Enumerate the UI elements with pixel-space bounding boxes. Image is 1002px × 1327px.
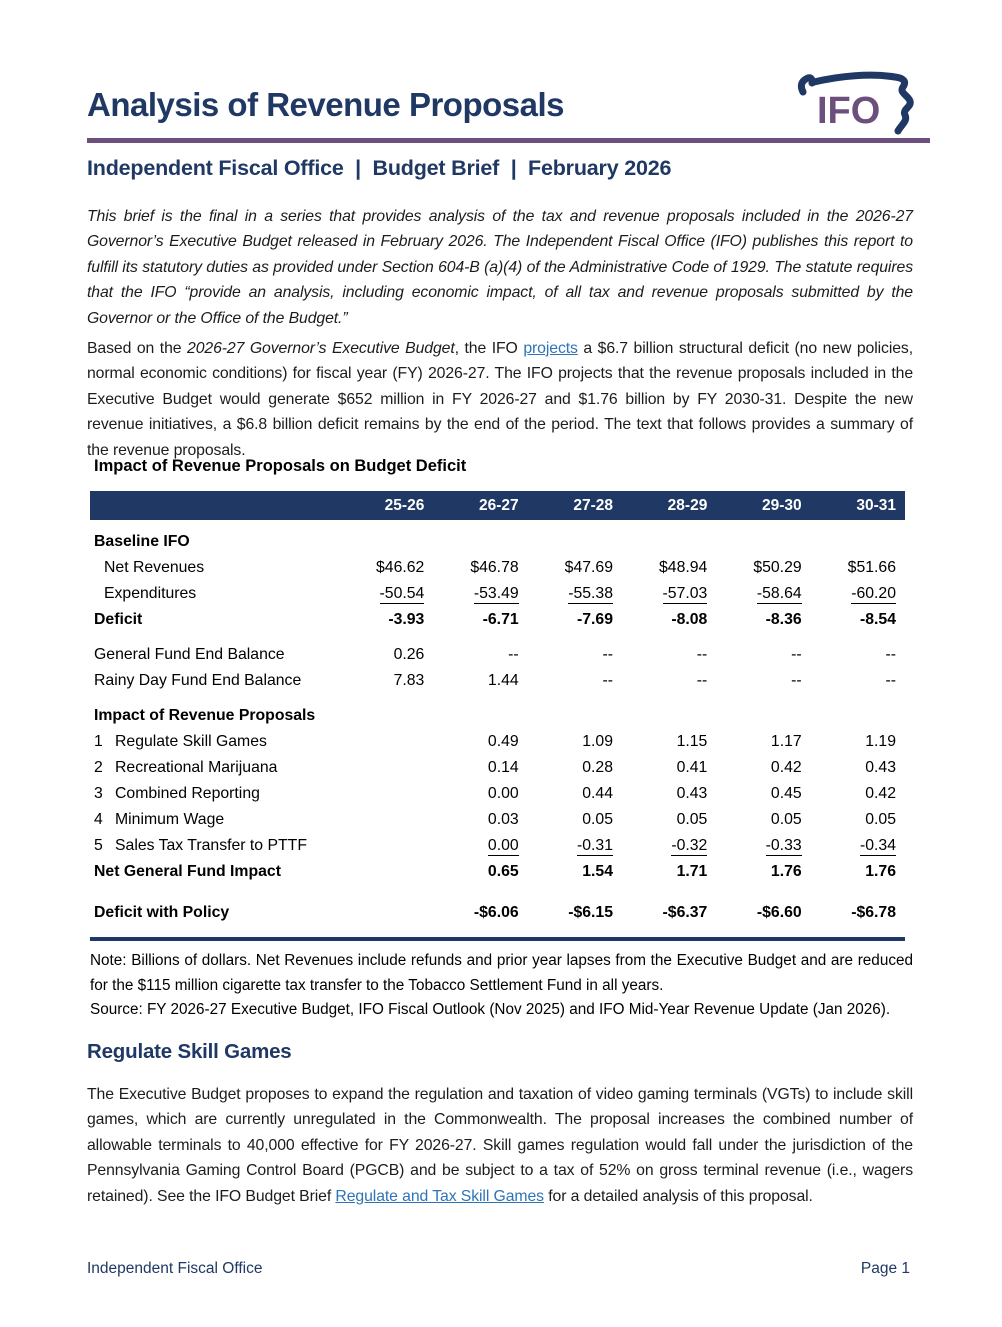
ifo-logo: IFO — [795, 68, 929, 140]
skill-games-text: The Executive Budget proposes to expand … — [87, 1086, 913, 1205]
intro-paragraph: This brief is the final in a series that… — [87, 208, 913, 327]
budget-deficit-table: 25-26 26-27 27-28 28-29 29-30 30-31 Base… — [90, 491, 905, 926]
column-header: 28-29 — [667, 496, 708, 514]
table-row: 4 Minimum Wage 0.03 0.05 0.05 0.05 0.05 — [94, 811, 896, 828]
header-divider — [87, 138, 930, 143]
table-header-row: 25-26 26-27 27-28 28-29 29-30 30-31 — [90, 491, 905, 520]
table-source: Source: FY 2026-27 Executive Budget, IFO… — [90, 1001, 891, 1018]
column-header: 30-31 — [856, 496, 896, 514]
table-row: Baseline IFO — [94, 533, 190, 550]
table-row: Deficit with Policy -$6.06 -$6.15 -$6.37… — [94, 904, 896, 921]
section-heading-regulate-skill-games: Regulate Skill Games — [87, 1040, 292, 1063]
budget-title-italic: 2026-27 Governor’s Executive Budget — [187, 340, 455, 357]
column-header: 26-27 — [479, 496, 519, 514]
footer-page-number: Page 1 — [860, 1260, 910, 1277]
table-row: General Fund End Balance 0.26 -- -- -- -… — [94, 646, 896, 663]
column-header: 29-30 — [762, 496, 802, 514]
table-bottom-rule — [90, 937, 905, 941]
document-subtitle: Independent Fiscal Office | Budget Brief… — [87, 156, 672, 180]
column-header: 27-28 — [573, 496, 613, 514]
table-row: Impact of Revenue Proposals — [94, 707, 316, 724]
skill-games-text: for a detailed analysis of this proposal… — [543, 1187, 813, 1205]
summary-paragraph: Based on the 2026-27 Governor’s Executiv… — [87, 336, 913, 463]
table-row: Net Revenues $46.62 $46.78 $47.69 $48.94… — [104, 559, 896, 576]
regulate-and-tax-skill-games-link[interactable]: Regulate and Tax Skill Games — [335, 1187, 544, 1205]
ifo-logo-text: IFO — [817, 90, 880, 132]
footer-office-name: Independent Fiscal Office — [87, 1260, 263, 1277]
pennsylvania-outline-icon: IFO — [797, 71, 914, 135]
table-row: 3 Combined Reporting 0.00 0.44 0.43 0.45 … — [94, 785, 896, 802]
table-row: Deficit -3.93 -6.71 -7.69 -8.08 -8.36 -8… — [94, 611, 896, 628]
table-row: Net General Fund Impact 0.65 1.54 1.71 1… — [94, 863, 896, 880]
page-footer: Independent Fiscal Office Page 1 — [87, 1260, 910, 1278]
table-row: Rainy Day Fund End Balance 7.83 1.44 -- … — [94, 672, 896, 689]
table-row: 2 Recreational Marijuana 0.14 0.28 0.41 0… — [94, 759, 896, 776]
projects-link[interactable]: projects — [523, 340, 578, 357]
summary-text: Based on the — [87, 340, 188, 357]
table-row: 5 Sales Tax Transfer to PTTF 0.00 -0.31 -… — [94, 837, 896, 856]
table-note: Note: Billions of dollars. Net Revenues … — [90, 952, 913, 994]
summary-text: a $6.7 billion structural deficit (no ne… — [87, 340, 913, 459]
skill-games-paragraph: The Executive Budget proposes to expand … — [87, 1082, 913, 1209]
table-row: 1 Regulate Skill Games 0.49 1.09 1.15 1.1… — [94, 733, 896, 750]
summary-text: , the IFO — [454, 340, 524, 357]
column-header: 25-26 — [384, 496, 425, 514]
table-row: Expenditures -50.54 -53.49 -55.38 -57.03… — [104, 585, 896, 604]
page-title: Analysis of Revenue Proposals — [87, 86, 565, 123]
table-title: Impact of Revenue Proposals on Budget De… — [94, 457, 467, 475]
